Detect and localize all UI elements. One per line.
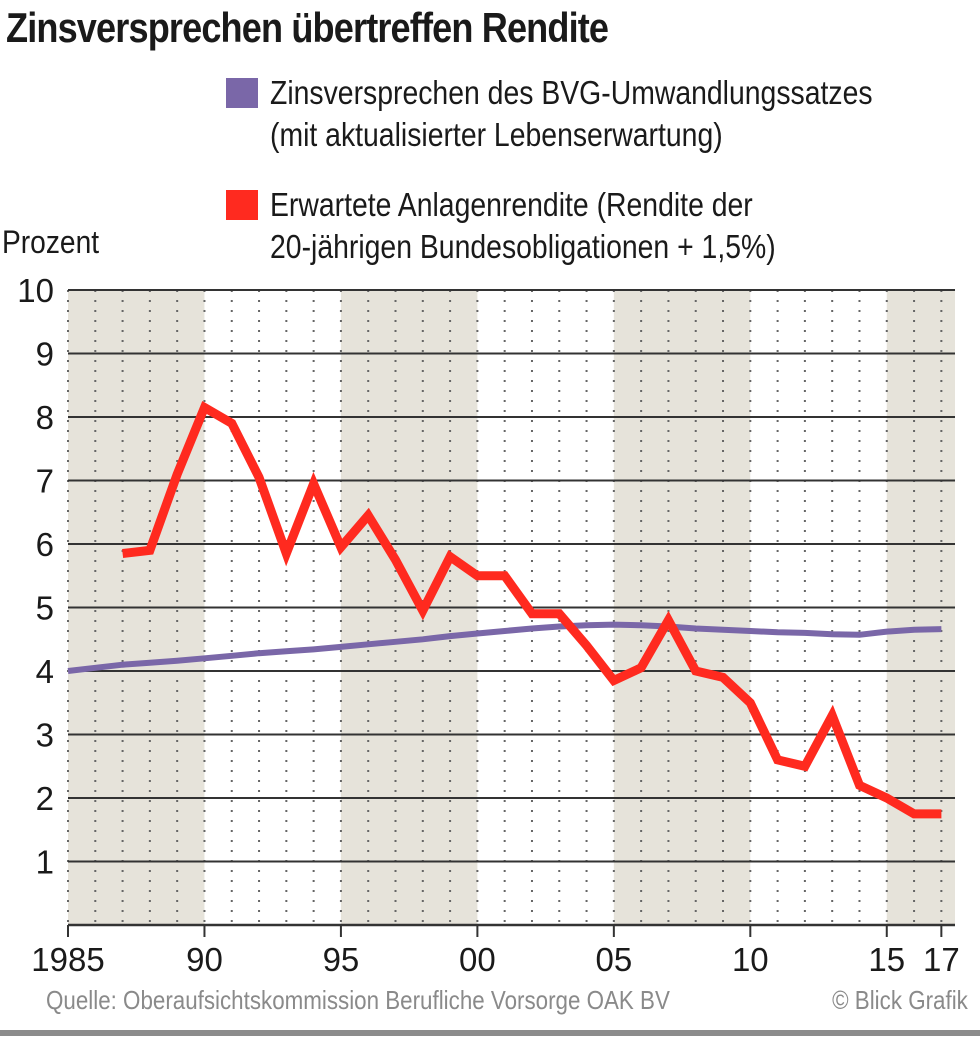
credit-note: © Blick Grafik bbox=[832, 985, 968, 1015]
x-tick-label-1985: 1985 bbox=[31, 941, 104, 978]
bottom-rule bbox=[0, 1030, 980, 1036]
legend-label-return-line2: 20-jährigen Bundesobligationen + 1,5%) bbox=[270, 228, 776, 265]
y-tick-label-6: 6 bbox=[36, 526, 54, 563]
y-tick-label-5: 5 bbox=[36, 590, 54, 627]
series-line-anlagenrendite bbox=[122, 401, 942, 819]
x-tick-label-1990: 90 bbox=[186, 941, 223, 978]
legend-swatch-promise bbox=[226, 78, 258, 108]
legend-label-promise-line2: (mit aktualisierter Lebenserwartung) bbox=[270, 116, 723, 153]
y-tick-label-1: 1 bbox=[36, 844, 54, 881]
y-tick-label-10: 10 bbox=[17, 272, 54, 309]
y-tick-label-9: 9 bbox=[36, 336, 54, 373]
y-tick-label-4: 4 bbox=[36, 653, 54, 690]
source-note: Quelle: Oberaufsichtskommission Beruflic… bbox=[46, 985, 670, 1015]
y-tick-label-3: 3 bbox=[36, 717, 54, 754]
x-tick-label-1995: 95 bbox=[323, 941, 360, 978]
x-tick-label-2015: 15 bbox=[868, 941, 905, 978]
x-tick-label-2000: 00 bbox=[459, 941, 496, 978]
series-line-zinsversprechen bbox=[67, 621, 942, 674]
x-tick-label-2017: 17 bbox=[923, 941, 960, 978]
legend-swatch-return bbox=[226, 190, 258, 220]
x-tick-label-2005: 05 bbox=[595, 941, 632, 978]
legend-label-promise-line1: Zinsversprechen des BVG-Umwandlungssatze… bbox=[270, 74, 873, 111]
chart-title: Zinsversprechen übertreffen Rendite bbox=[6, 4, 609, 51]
x-tick-label-2010: 10 bbox=[732, 941, 769, 978]
y-tick-label-7: 7 bbox=[36, 463, 54, 500]
y-axis-title: Prozent bbox=[2, 224, 100, 260]
y-tick-label-2: 2 bbox=[36, 780, 54, 817]
y-tick-label-8: 8 bbox=[36, 399, 54, 436]
legend-label-return-line1: Erwartete Anlagenrendite (Rendite der bbox=[270, 186, 753, 223]
